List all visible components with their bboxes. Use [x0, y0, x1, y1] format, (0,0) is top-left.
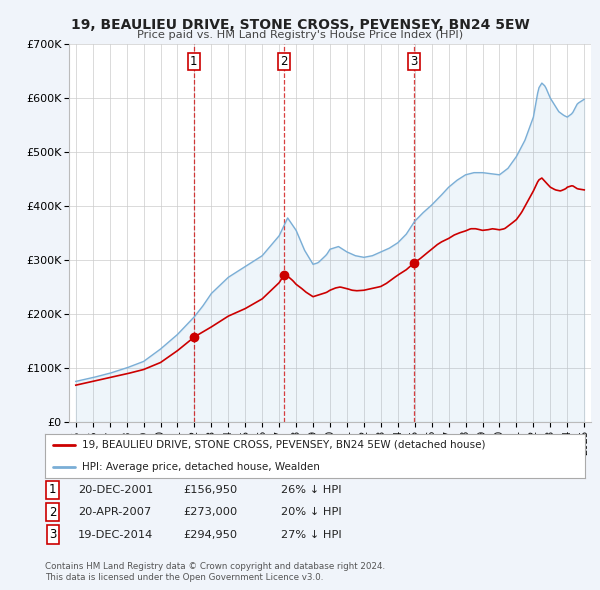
Text: 19, BEAULIEU DRIVE, STONE CROSS, PEVENSEY, BN24 5EW: 19, BEAULIEU DRIVE, STONE CROSS, PEVENSE… — [71, 18, 529, 32]
Text: £294,950: £294,950 — [183, 530, 237, 539]
Text: 20% ↓ HPI: 20% ↓ HPI — [281, 507, 341, 517]
Text: 26% ↓ HPI: 26% ↓ HPI — [281, 485, 341, 494]
Text: 19, BEAULIEU DRIVE, STONE CROSS, PEVENSEY, BN24 5EW (detached house): 19, BEAULIEU DRIVE, STONE CROSS, PEVENSE… — [82, 440, 485, 450]
Text: 20-APR-2007: 20-APR-2007 — [78, 507, 151, 517]
Text: 1: 1 — [190, 55, 197, 68]
Text: 19-DEC-2014: 19-DEC-2014 — [78, 530, 153, 539]
Text: Price paid vs. HM Land Registry's House Price Index (HPI): Price paid vs. HM Land Registry's House … — [137, 30, 463, 40]
Text: 27% ↓ HPI: 27% ↓ HPI — [281, 530, 341, 539]
Text: 1: 1 — [49, 483, 56, 496]
Text: £156,950: £156,950 — [183, 485, 237, 494]
Text: 2: 2 — [280, 55, 288, 68]
Text: 3: 3 — [410, 55, 418, 68]
Text: £273,000: £273,000 — [183, 507, 237, 517]
Text: Contains HM Land Registry data © Crown copyright and database right 2024.: Contains HM Land Registry data © Crown c… — [45, 562, 385, 571]
Text: HPI: Average price, detached house, Wealden: HPI: Average price, detached house, Weal… — [82, 462, 320, 472]
Text: 2: 2 — [49, 506, 56, 519]
Text: 20-DEC-2001: 20-DEC-2001 — [78, 485, 153, 494]
Text: 3: 3 — [49, 528, 56, 541]
Text: This data is licensed under the Open Government Licence v3.0.: This data is licensed under the Open Gov… — [45, 572, 323, 582]
